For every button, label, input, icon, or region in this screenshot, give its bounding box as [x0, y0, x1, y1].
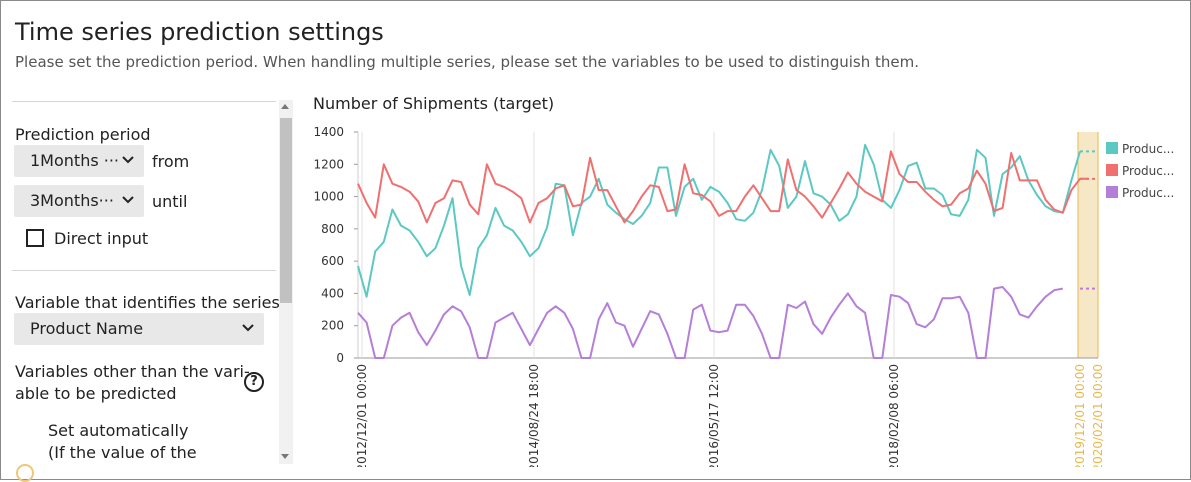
direct-input-label: Direct input [54, 229, 149, 248]
prediction-tick-label: 2020/02/01 00:00 [1091, 364, 1105, 467]
legend-label: Produc... [1122, 164, 1174, 178]
scroll-up-arrow-icon[interactable] [281, 104, 289, 109]
y-tick-label: 1000 [313, 190, 344, 204]
y-tick-label: 600 [321, 254, 344, 268]
direct-input-checkbox[interactable] [26, 229, 44, 247]
divider [12, 101, 276, 102]
legend-swatch [1106, 164, 1118, 176]
x-tick-label: 2018/02/08 06:00 [887, 364, 901, 467]
y-tick-label: 0 [336, 351, 344, 365]
prediction-tick-label: 2019/12/01 00:00 [1073, 364, 1087, 467]
series-line-red [357, 150, 1089, 224]
shipments-chart: 1400 1200 1000 800 600 400 200 0 2012/12/01 00:0… [313, 125, 1174, 467]
series-line-teal [357, 143, 1081, 298]
y-tick-label: 400 [321, 286, 344, 300]
prediction-band [1078, 132, 1098, 358]
legend-label: Produc... [1122, 142, 1174, 156]
until-select[interactable]: 3Months··· [14, 185, 144, 217]
series-variable-value: Product Name [30, 319, 144, 338]
chevron-down-icon [122, 156, 134, 164]
until-select-value: 3Months··· [30, 191, 114, 210]
set-automatically-note: (If the value of the [48, 443, 197, 462]
legend-label: Produc... [1122, 186, 1174, 200]
set-automatically-radio[interactable] [16, 464, 34, 482]
x-tick-label: 2014/08/24 18:00 [527, 364, 541, 467]
from-select-value: 1Months ··· [30, 151, 120, 170]
other-variables-label-line2: able to be predicted [15, 384, 177, 403]
legend-swatch [1106, 142, 1118, 154]
y-tick-label: 1200 [313, 157, 344, 171]
y-tick-label: 200 [321, 319, 344, 333]
chevron-down-icon [122, 196, 134, 204]
from-suffix: from [152, 152, 190, 171]
until-suffix: until [152, 192, 188, 211]
chevron-down-icon [242, 324, 254, 332]
y-tick-label: 1400 [313, 125, 344, 139]
legend-swatch [1106, 186, 1118, 198]
divider [12, 270, 276, 271]
page-subtitle: Please set the prediction period. When h… [15, 53, 919, 71]
other-variables-label-line1: Variables other than the vari- [15, 362, 250, 381]
series-variable-label: Variable that identifies the series [15, 293, 280, 312]
from-select[interactable]: 1Months ··· [14, 145, 144, 177]
series-line-purple [357, 286, 1063, 359]
help-icon[interactable]: ? [244, 372, 264, 392]
x-tick-label: 2016/05/17 12:00 [707, 364, 721, 467]
series-variable-select[interactable]: Product Name [14, 313, 264, 345]
set-automatically-label: Set automatically [48, 421, 189, 440]
scrollbar-thumb[interactable] [280, 118, 292, 303]
page-title: Time series prediction settings [15, 18, 384, 46]
x-tick-label: 2012/12/01 00:00 [355, 364, 369, 467]
scroll-down-arrow-icon[interactable] [281, 454, 289, 459]
y-tick-label: 800 [321, 222, 344, 236]
prediction-period-label: Prediction period [15, 125, 151, 144]
chart-title: Number of Shipments (target) [313, 94, 555, 113]
